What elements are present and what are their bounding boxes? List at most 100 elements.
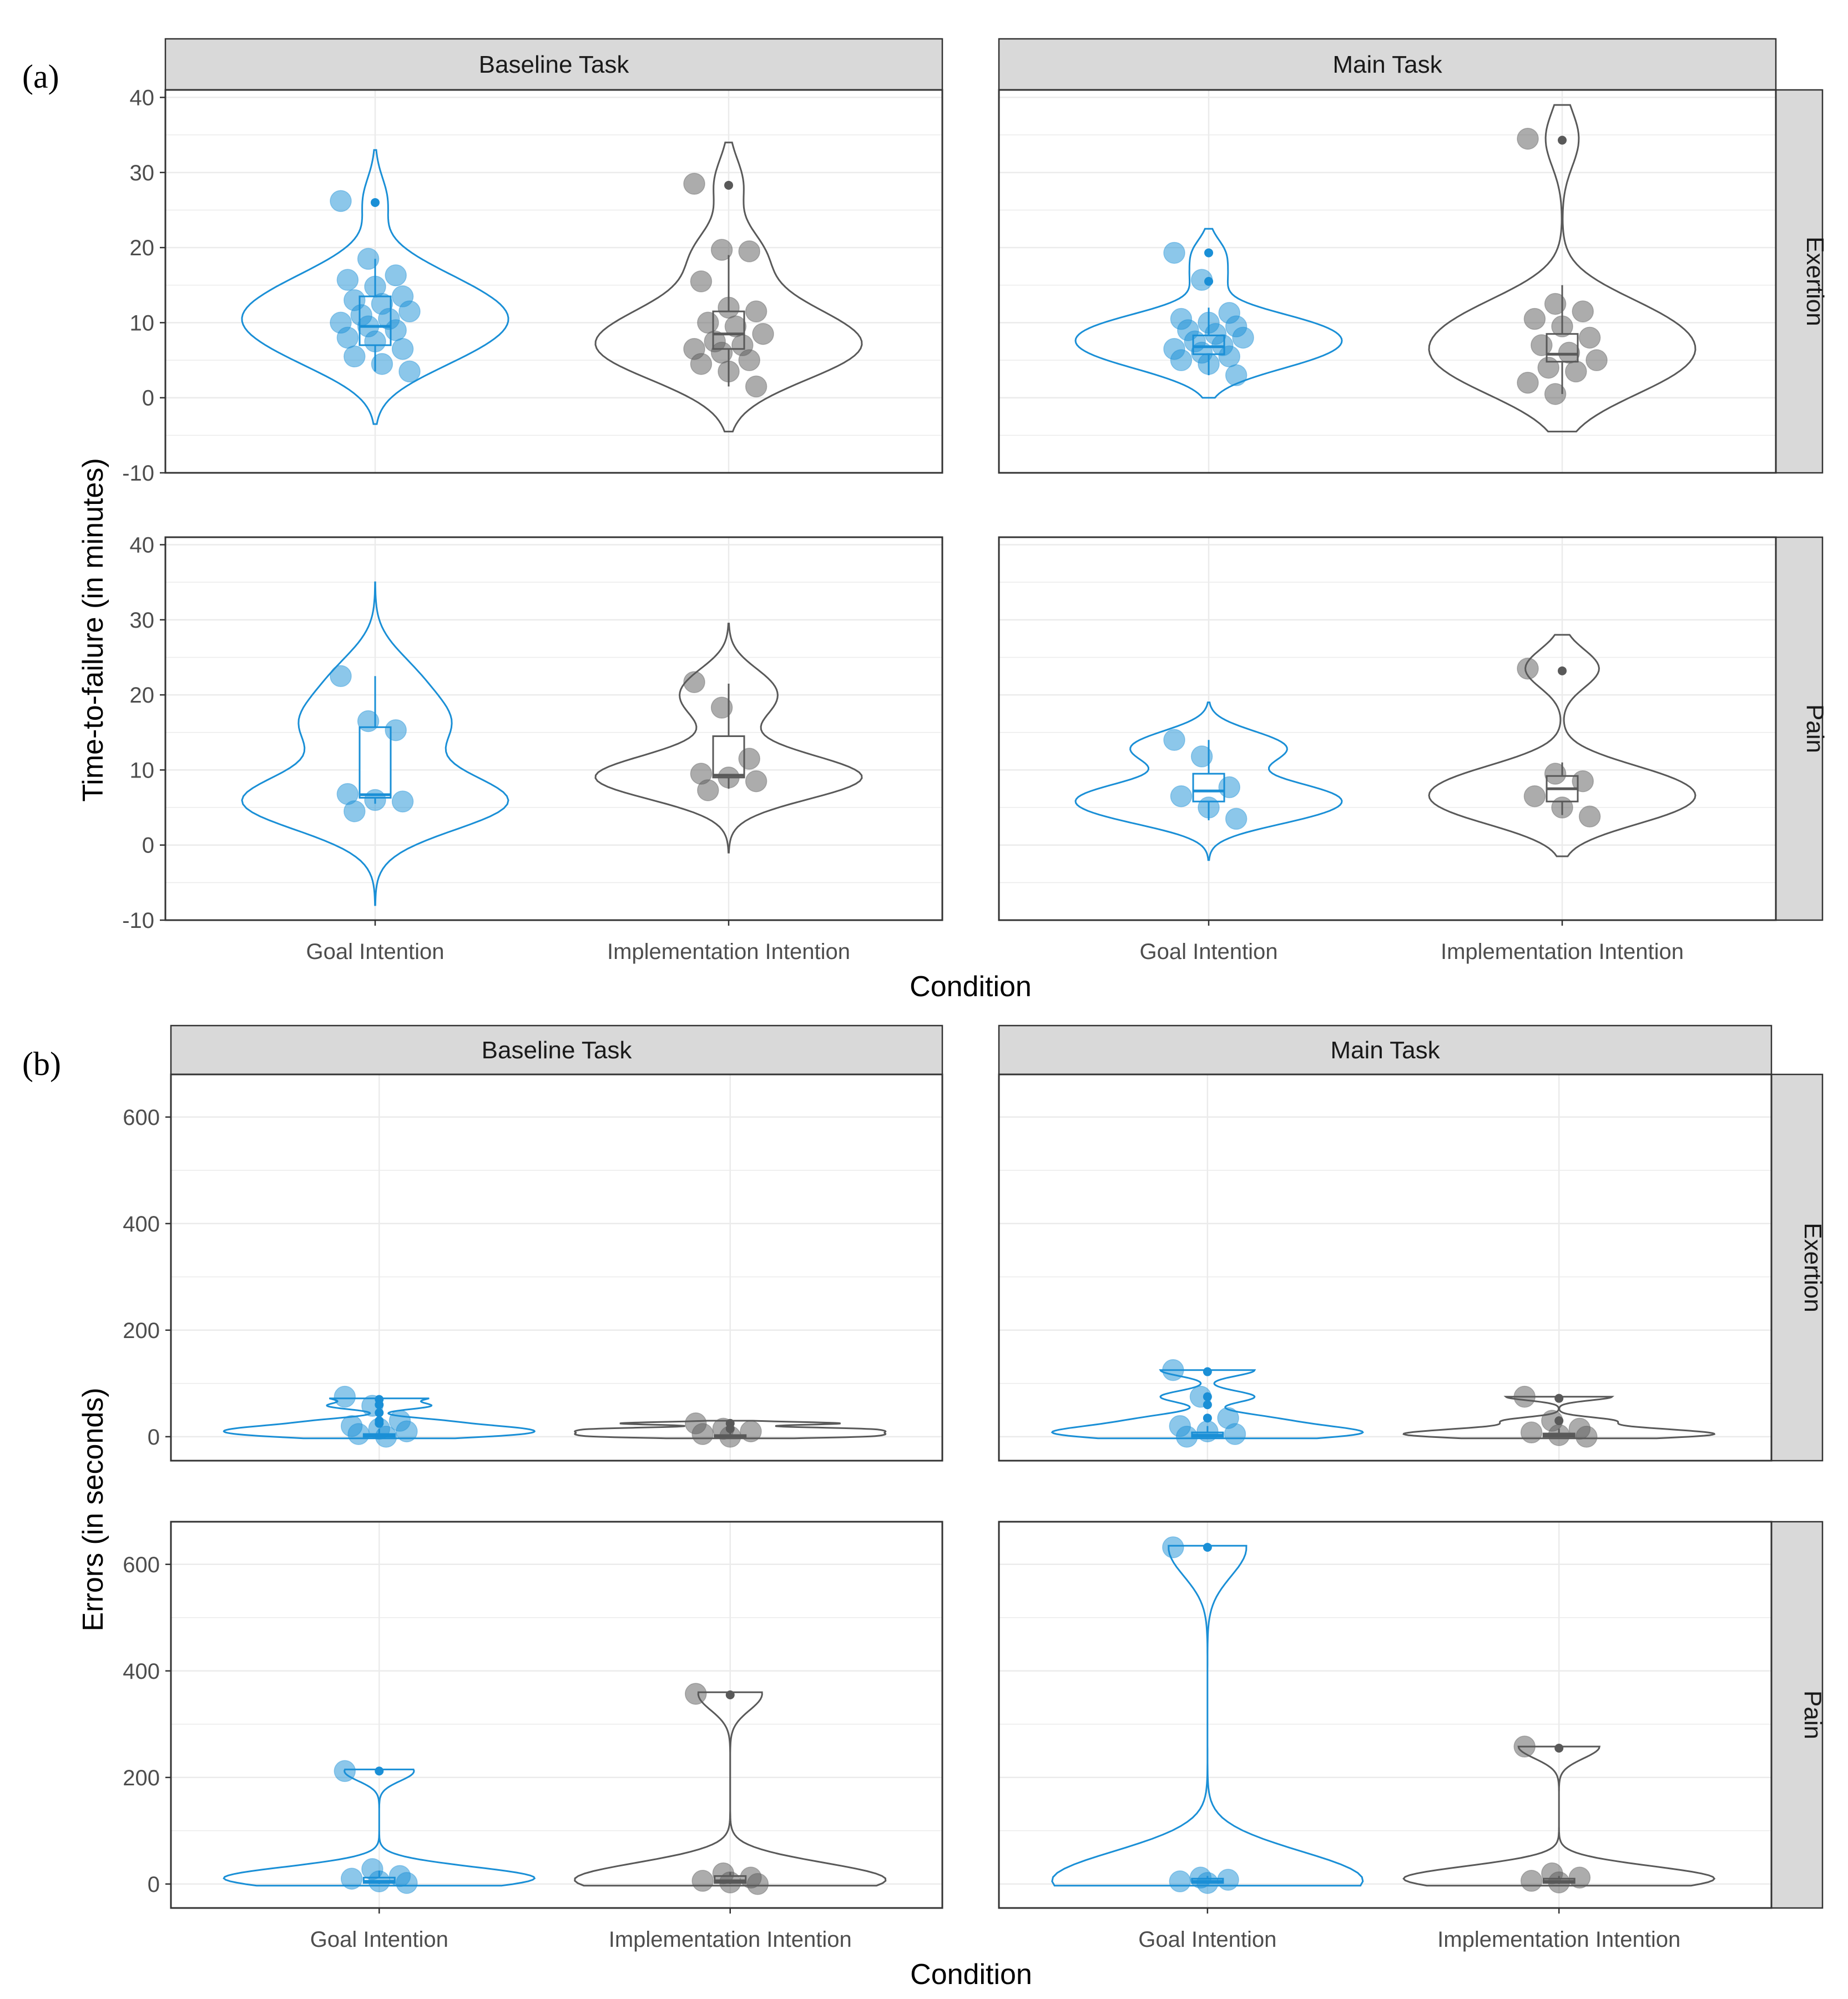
data-point bbox=[1190, 745, 1213, 768]
facet-strip bbox=[998, 1024, 1773, 1076]
group-goal-intention bbox=[241, 149, 509, 425]
panel-border bbox=[164, 536, 943, 921]
data-point bbox=[1586, 349, 1608, 371]
data-point bbox=[336, 326, 359, 349]
data-point bbox=[385, 319, 407, 341]
data-point bbox=[340, 1867, 363, 1890]
y-tick-label: 400 bbox=[123, 1212, 160, 1236]
outlier-point bbox=[375, 1408, 384, 1417]
violin bbox=[1402, 1396, 1716, 1440]
panel-border bbox=[998, 89, 1777, 474]
data-point bbox=[1544, 292, 1567, 315]
group-implementation-intention bbox=[594, 623, 863, 854]
y-tick-label: -10 bbox=[122, 461, 154, 486]
data-point bbox=[1218, 345, 1240, 368]
facet-panel bbox=[164, 89, 943, 474]
data-point bbox=[718, 360, 740, 383]
outlier-point bbox=[1554, 1416, 1564, 1425]
data-point bbox=[1551, 315, 1573, 337]
group-goal-intention bbox=[1051, 1359, 1364, 1448]
data-point bbox=[683, 671, 705, 693]
data-point bbox=[1548, 1871, 1570, 1894]
outlier-point bbox=[1203, 1543, 1212, 1552]
data-point bbox=[1196, 1872, 1219, 1894]
outlier-point bbox=[1558, 135, 1567, 145]
violin bbox=[241, 581, 509, 906]
outlier-point bbox=[1204, 277, 1213, 286]
outlier-point bbox=[1554, 1744, 1564, 1753]
data-point bbox=[1572, 300, 1594, 322]
x-tick-label: Goal Intention bbox=[310, 1927, 448, 1952]
violin bbox=[594, 623, 863, 854]
group-goal-intention bbox=[223, 1386, 536, 1448]
outlier-point bbox=[1203, 1414, 1212, 1423]
data-point bbox=[738, 748, 760, 770]
x-tick-label: Implementation Intention bbox=[609, 1927, 852, 1952]
group-goal-intention bbox=[1051, 1536, 1364, 1894]
facet-panel bbox=[998, 1073, 1773, 1462]
y-axis-title: Errors (in seconds) bbox=[77, 1387, 109, 1631]
x-axis-title: Condition bbox=[910, 1958, 1032, 1991]
data-point bbox=[745, 770, 768, 792]
x-tick-label: Implementation Intention bbox=[1441, 940, 1684, 964]
facet-strip bbox=[170, 1024, 943, 1076]
data-point bbox=[1218, 776, 1240, 799]
facet-strip-label: Pain bbox=[1801, 704, 1829, 753]
x-tick-label: Goal Intention bbox=[1139, 940, 1278, 964]
x-tick-label: Goal Intention bbox=[306, 940, 444, 964]
data-point bbox=[368, 1870, 391, 1892]
violin bbox=[1074, 228, 1343, 399]
data-point bbox=[738, 240, 760, 263]
data-point bbox=[336, 269, 359, 291]
panel-border bbox=[998, 536, 1777, 921]
data-point bbox=[375, 1426, 397, 1448]
facet-strip bbox=[164, 38, 943, 91]
panel-label: (a) bbox=[22, 58, 59, 95]
data-point bbox=[385, 719, 407, 741]
violin bbox=[594, 142, 863, 433]
data-point bbox=[347, 1423, 370, 1445]
panel-border bbox=[998, 1073, 1773, 1462]
data-point bbox=[1551, 796, 1573, 819]
data-point bbox=[691, 1423, 714, 1445]
facet-panel bbox=[170, 1521, 943, 1909]
data-point bbox=[1544, 383, 1567, 405]
data-point bbox=[697, 779, 719, 801]
facet-strip-label: Exertion bbox=[1801, 236, 1829, 326]
data-point bbox=[719, 1871, 741, 1894]
violin bbox=[241, 149, 509, 425]
data-point bbox=[1198, 796, 1220, 819]
data-point bbox=[1170, 349, 1193, 371]
data-point bbox=[1232, 326, 1254, 349]
y-tick-label: 0 bbox=[142, 834, 154, 858]
data-point bbox=[391, 338, 414, 360]
outlier-point bbox=[1204, 248, 1213, 258]
data-point bbox=[385, 264, 407, 286]
group-implementation-intention bbox=[1428, 104, 1696, 433]
data-point bbox=[357, 248, 380, 270]
data-point bbox=[746, 1873, 769, 1895]
y-tick-label: 30 bbox=[130, 608, 155, 633]
facet-strip-label: Exertion bbox=[1799, 1223, 1826, 1312]
y-tick-label: 0 bbox=[148, 1872, 160, 1897]
data-point bbox=[710, 341, 733, 364]
x-tick-label: Implementation Intention bbox=[1437, 1927, 1680, 1952]
data-point bbox=[685, 1683, 707, 1705]
data-point bbox=[710, 239, 733, 261]
y-tick-label: 20 bbox=[130, 683, 155, 708]
group-implementation-intention bbox=[594, 142, 863, 433]
data-point bbox=[690, 353, 713, 375]
outlier-point bbox=[1203, 1400, 1212, 1410]
data-point bbox=[1163, 729, 1185, 751]
data-point bbox=[1537, 356, 1559, 379]
y-tick-label: 40 bbox=[130, 86, 155, 110]
outlier-point bbox=[1554, 1394, 1564, 1403]
group-implementation-intention bbox=[1428, 634, 1696, 857]
data-point bbox=[718, 766, 740, 789]
data-point bbox=[1544, 763, 1567, 785]
data-point bbox=[683, 173, 705, 195]
chart-b: (b) Baseline Task Main Task Exertion 0 200 400… bbox=[22, 1024, 1826, 1991]
data-point bbox=[738, 349, 760, 371]
y-tick-label: 40 bbox=[130, 533, 155, 558]
data-point bbox=[398, 300, 421, 322]
